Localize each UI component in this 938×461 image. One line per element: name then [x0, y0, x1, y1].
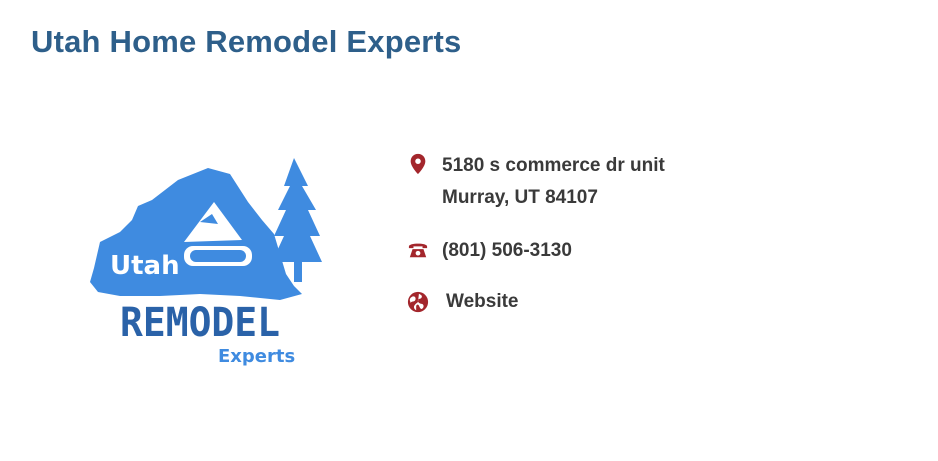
- website-row[interactable]: Website: [407, 286, 519, 318]
- house-bar-inner: [190, 250, 246, 262]
- logo-graphic: Utah REMODEL Experts: [90, 158, 322, 367]
- business-name: Utah Home Remodel Experts: [31, 24, 462, 59]
- address-line1: 5180 s commerce dr unit: [442, 155, 665, 176]
- globe-icon: [407, 291, 429, 313]
- house-window: [200, 214, 218, 224]
- phone-number[interactable]: (801) 506-3130: [442, 240, 572, 261]
- website-link[interactable]: Website: [446, 291, 519, 312]
- address-line2: Murray, UT 84107: [442, 187, 598, 208]
- address-row: 5180 s commerce dr unit Murray, UT 84107: [407, 150, 665, 214]
- phone-icon: [407, 240, 429, 262]
- tree-icon: [272, 158, 322, 282]
- logo-line1: Utah: [110, 251, 180, 281]
- phone-row[interactable]: (801) 506-3130: [407, 235, 572, 267]
- logo-line3: Experts: [218, 346, 295, 367]
- logo-line2: REMODEL: [120, 300, 280, 346]
- address: 5180 s commerce dr unit Murray, UT 84107: [442, 150, 665, 214]
- map-pin-icon: [407, 153, 429, 175]
- business-logo: Utah REMODEL Experts: [80, 150, 330, 375]
